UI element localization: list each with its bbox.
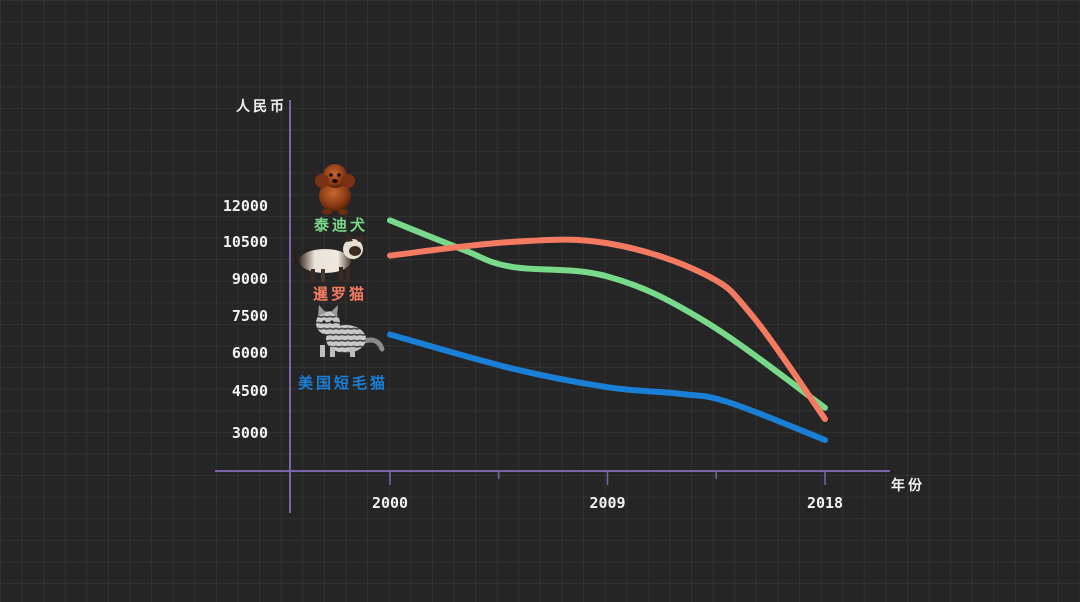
x-tick-label: 2009 — [589, 494, 625, 512]
y-tick-label: 4500 — [232, 382, 268, 400]
y-tick-label: 12000 — [223, 197, 268, 215]
legend: 泰迪犬 暹罗猫 美国短毛猫 — [292, 164, 388, 392]
x-axis-ticks: 2000 2009 2018 — [372, 471, 843, 512]
series-line-shorthair — [387, 331, 828, 443]
series-lines — [387, 217, 828, 443]
poodle-icon — [315, 164, 355, 215]
siamese-cat-icon — [292, 233, 363, 282]
y-tick-label: 3000 — [232, 424, 268, 442]
x-axis-title: 年份 — [891, 477, 925, 494]
y-axis-title: 人民币 — [236, 98, 287, 115]
x-tick-label: 2018 — [807, 494, 843, 512]
y-tick-label: 6000 — [232, 344, 268, 362]
y-tick-label: 9000 — [232, 270, 268, 288]
series-line-siamese — [387, 236, 828, 422]
legend-label-siamese: 暹罗猫 — [313, 285, 367, 303]
legend-label-shorthair: 美国短毛猫 — [298, 374, 388, 392]
y-tick-label: 7500 — [232, 307, 268, 325]
american-shorthair-icon — [316, 305, 385, 357]
y-tick-label: 10500 — [223, 233, 268, 251]
y-axis-ticks: 3000 4500 6000 7500 9000 10500 12000 — [223, 197, 268, 442]
legend-label-teddy: 泰迪犬 — [313, 216, 368, 234]
x-tick-label: 2000 — [372, 494, 408, 512]
axes — [215, 100, 890, 513]
